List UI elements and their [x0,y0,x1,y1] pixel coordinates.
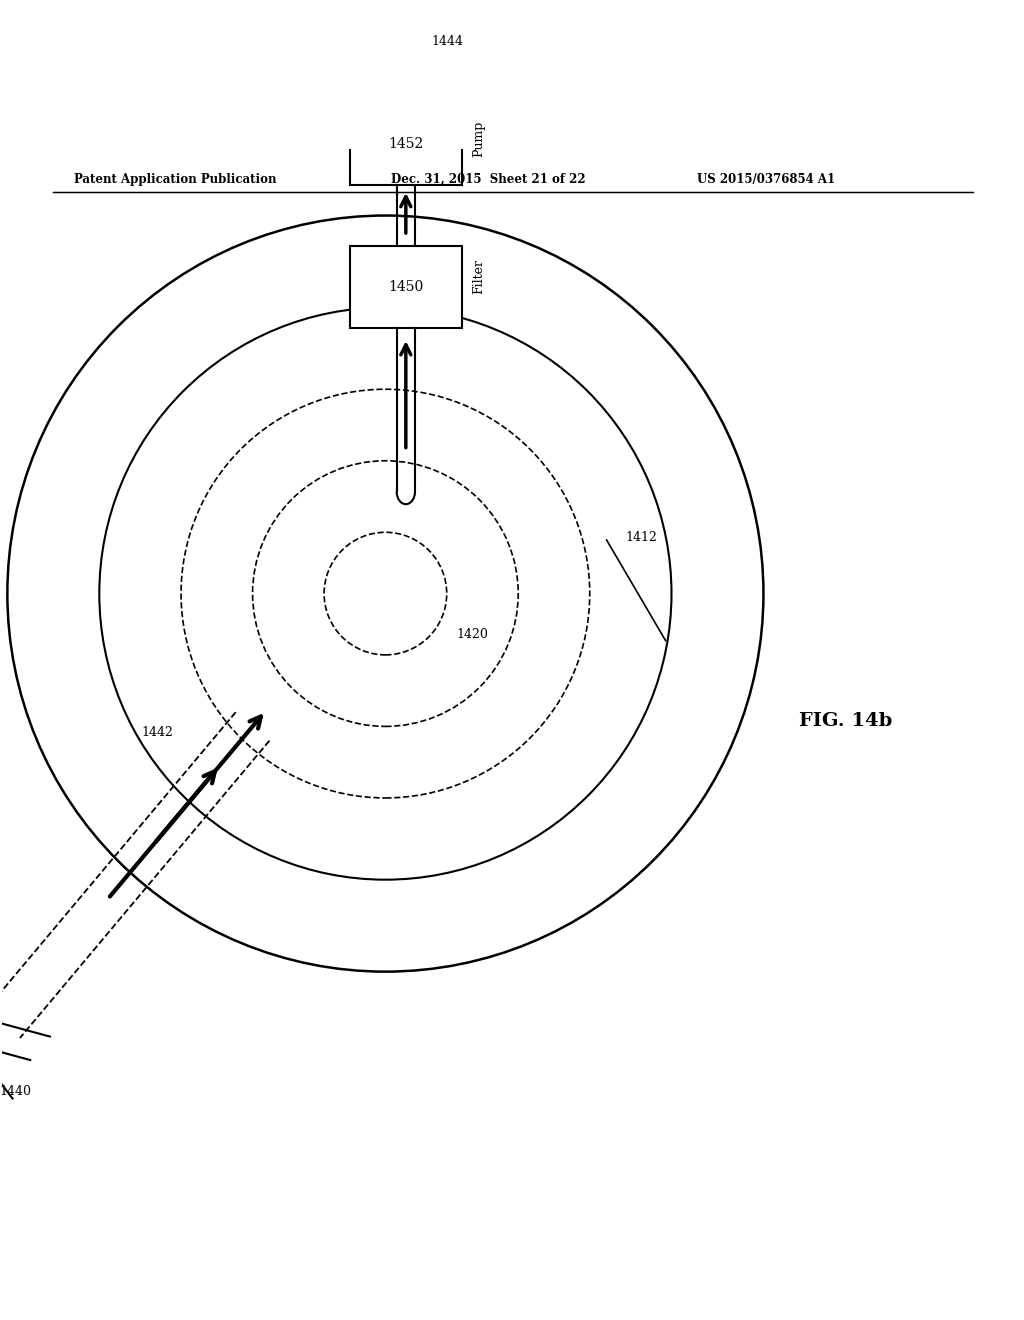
Text: US 2015/0376854 A1: US 2015/0376854 A1 [697,173,836,186]
Text: 1420: 1420 [457,628,488,642]
Bar [349,103,462,185]
Text: Filter: Filter [472,259,485,294]
Text: 1450: 1450 [388,280,424,294]
Text: 1412: 1412 [626,531,657,544]
Text: 1442: 1442 [141,726,173,739]
Text: Pump: Pump [472,120,485,157]
Text: 1440: 1440 [0,1085,32,1098]
Text: 1444: 1444 [431,36,464,49]
Bar [349,247,462,327]
Text: Patent Application Publication: Patent Application Publication [74,173,276,186]
Text: Dec. 31, 2015  Sheet 21 of 22: Dec. 31, 2015 Sheet 21 of 22 [390,173,585,186]
Text: FIG. 14b: FIG. 14b [799,713,893,730]
Text: 1452: 1452 [388,137,424,150]
